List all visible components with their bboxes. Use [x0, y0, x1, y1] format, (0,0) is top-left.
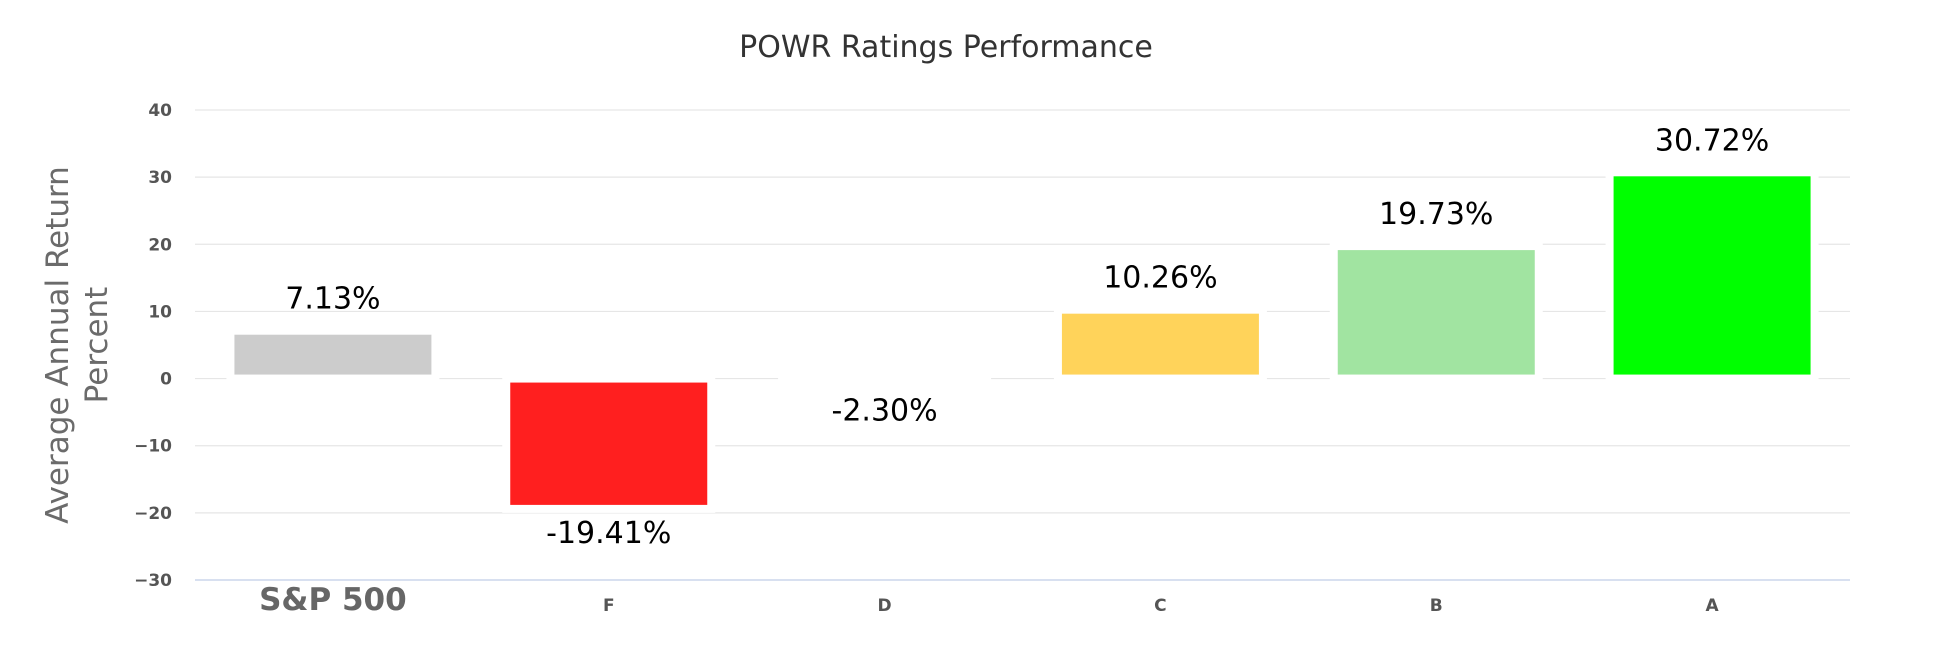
x-tick-label: A [1705, 596, 1719, 616]
y-tick-label: 0 [160, 370, 172, 390]
y-tick-label: 40 [148, 101, 172, 121]
chart-title: POWR Ratings Performance [739, 30, 1153, 65]
y-tick-label: 10 [148, 302, 172, 322]
data-label: 7.13% [285, 282, 380, 317]
data-labels: 7.13% -19.41% -2.30% 10.26% 19.73% 30.72% [285, 123, 1769, 551]
bar [778, 374, 992, 399]
y-tick-label: −10 [134, 437, 172, 457]
bar [226, 326, 440, 383]
bar [502, 374, 716, 513]
x-tick-label: B [1430, 596, 1443, 616]
x-tick-label: D [878, 596, 892, 616]
data-label: 10.26% [1103, 261, 1217, 296]
x-tick-label: S&P 500 [259, 582, 407, 618]
x-tick-label: C [1154, 596, 1166, 616]
data-label: 30.72% [1655, 123, 1769, 158]
y-axis-label-line-2: Percent [79, 287, 115, 404]
x-axis-ticks: S&P 500 F D C B A [259, 582, 1719, 618]
bar [1329, 242, 1543, 383]
bar [1053, 305, 1267, 383]
y-axis-label: Average Annual Return Percent [40, 166, 115, 524]
bar [1605, 168, 1819, 383]
y-tick-label: 20 [148, 235, 172, 255]
gridlines [195, 109, 1850, 581]
y-axis-ticks: 40 30 20 10 0 −10 −20 −30 [134, 101, 172, 591]
y-tick-label: 30 [148, 168, 172, 188]
bars [226, 168, 1819, 513]
data-label: -19.41% [546, 516, 671, 551]
y-tick-label: −30 [134, 571, 172, 591]
x-tick-label: F [603, 596, 615, 616]
data-label: -2.30% [832, 394, 938, 429]
y-axis-label-line-1: Average Annual Return [40, 166, 76, 524]
y-tick-label: −20 [134, 504, 172, 524]
data-label: 19.73% [1379, 197, 1493, 232]
